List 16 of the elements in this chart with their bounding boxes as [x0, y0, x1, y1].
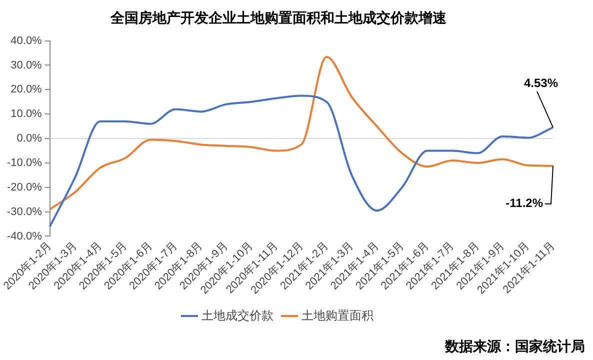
line-series: [48, 94, 554, 228]
y-tick-label: -40.0%: [6, 230, 42, 242]
legend-label: 土地购置面积: [302, 308, 374, 322]
y-tick-label: 10.0%: [10, 108, 42, 120]
y-tick-label: 30.0%: [10, 59, 42, 72]
y-tick-label: 40.0%: [10, 34, 42, 47]
y-tick-label: -20.0%: [6, 181, 42, 194]
chart-title: 全国房地产开发企业土地购置面积和土地成交价款增速: [110, 9, 448, 26]
y-tick-label: 20.0%: [10, 84, 42, 96]
source-note: 数据来源：国家统计局: [444, 338, 585, 354]
y-tick-label: -30.0%: [6, 206, 42, 218]
legend-label: 土地成交价款: [202, 308, 274, 322]
annotation: 4.53%: [524, 76, 558, 90]
y-tick-label: 0.0%: [16, 132, 42, 145]
y-tick-label: -10.0%: [6, 156, 42, 169]
annotation: -11.2%: [506, 196, 544, 210]
